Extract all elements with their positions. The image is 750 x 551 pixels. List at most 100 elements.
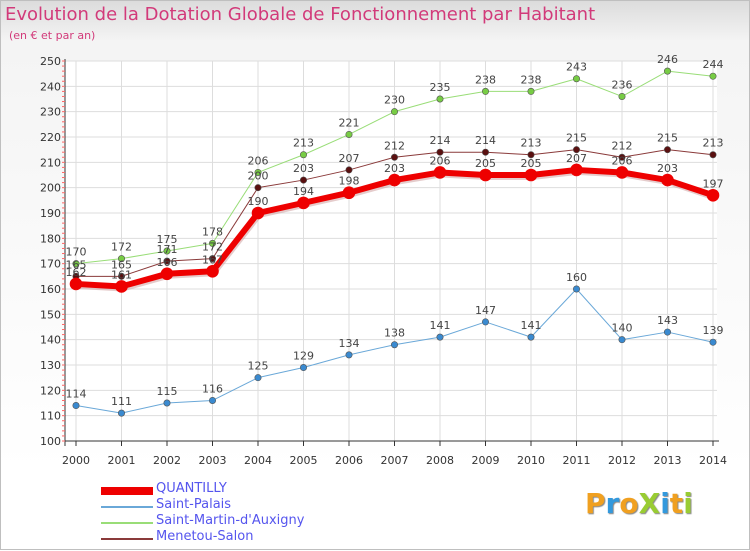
point-saint-palais <box>299 364 307 372</box>
point-quantilly <box>342 186 356 200</box>
x-tick-label: 2006 <box>335 454 363 467</box>
data-label-saint-martin-d-auxigny: 246 <box>657 53 678 66</box>
point-menetou-salon <box>618 153 626 161</box>
point-saint-martin-d-auxigny <box>118 255 126 263</box>
data-label-saint-palais: 111 <box>111 395 132 408</box>
data-label-quantilly: 162 <box>66 266 87 279</box>
y-tick-label: 190 <box>40 207 61 220</box>
data-label-saint-palais: 115 <box>157 385 178 398</box>
x-tick-label: 2013 <box>654 454 682 467</box>
data-label-saint-palais: 125 <box>248 360 269 373</box>
point-menetou-salon <box>481 148 489 156</box>
y-tick-label: 100 <box>40 435 61 448</box>
legend-label: Saint-Martin-d'Auxigny <box>156 513 305 528</box>
y-tick-label: 120 <box>40 384 61 397</box>
point-saint-martin-d-auxigny <box>254 168 262 176</box>
point-quantilly <box>115 280 128 293</box>
data-label-quantilly: 198 <box>339 175 360 188</box>
point-saint-martin-d-auxigny <box>618 92 626 100</box>
x-tick-label: 2009 <box>472 454 500 467</box>
x-tick-label: 2003 <box>199 454 227 467</box>
data-label-menetou-salon: 213 <box>703 137 724 150</box>
x-tick-label: 2002 <box>153 454 181 467</box>
y-tick-label: 210 <box>40 156 61 169</box>
point-menetou-salon <box>572 146 580 154</box>
point-quantilly <box>479 168 492 182</box>
point-menetou-salon <box>345 166 353 174</box>
plot-area <box>65 61 717 441</box>
legend-swatch <box>101 538 153 540</box>
point-quantilly <box>251 206 265 220</box>
data-label-saint-martin-d-auxigny: 238 <box>475 73 496 86</box>
logo-letter: i <box>683 487 693 520</box>
data-label-saint-palais: 116 <box>202 382 223 395</box>
point-quantilly <box>615 166 629 179</box>
x-tick-label: 2012 <box>608 454 636 467</box>
y-tick-label: 220 <box>40 131 61 144</box>
point-quantilly <box>388 173 401 187</box>
point-saint-martin-d-auxigny <box>436 95 444 103</box>
point-menetou-salon <box>254 184 262 192</box>
chart-title: Evolution de la Dotation Globale de Fonc… <box>5 4 596 25</box>
point-saint-palais <box>527 333 535 341</box>
y-tick-label: 130 <box>40 359 61 372</box>
proxiti-logo: ProXiti <box>585 487 693 520</box>
y-tick-label: 110 <box>40 410 61 423</box>
point-quantilly <box>570 163 583 177</box>
x-tick-label: 2000 <box>62 454 90 467</box>
data-label-saint-martin-d-auxigny: 172 <box>111 241 132 254</box>
point-saint-palais <box>72 402 80 410</box>
data-label-saint-martin-d-auxigny: 236 <box>612 78 633 91</box>
data-label-saint-martin-d-auxigny: 221 <box>339 116 360 129</box>
logo-letter: o <box>619 487 639 520</box>
x-tick-label: 2005 <box>290 454 318 467</box>
data-label-quantilly: 166 <box>157 256 178 269</box>
data-label-quantilly: 167 <box>202 253 223 266</box>
point-menetou-salon <box>118 272 126 280</box>
point-saint-palais <box>618 336 626 344</box>
data-label-menetou-salon: 215 <box>657 132 678 145</box>
data-label-menetou-salon: 213 <box>521 137 542 150</box>
x-tick-label: 2007 <box>381 454 409 467</box>
data-label-saint-palais: 129 <box>293 350 314 363</box>
point-saint-martin-d-auxigny <box>663 67 671 75</box>
point-saint-palais <box>209 396 217 404</box>
point-saint-martin-d-auxigny <box>709 72 717 80</box>
data-label-menetou-salon: 200 <box>248 170 269 183</box>
data-label-quantilly: 203 <box>384 162 405 175</box>
x-tick-label: 2011 <box>563 454 591 467</box>
data-label-quantilly: 205 <box>475 157 496 170</box>
x-tick-label: 2004 <box>244 454 272 467</box>
data-label-saint-palais: 139 <box>703 324 724 337</box>
y-tick-label: 230 <box>40 106 61 119</box>
point-saint-martin-d-auxigny <box>345 130 353 138</box>
y-tick-label: 150 <box>40 308 61 321</box>
data-label-saint-martin-d-auxigny: 230 <box>384 94 405 107</box>
data-label-saint-martin-d-auxigny: 235 <box>430 81 451 94</box>
x-tick-label: 2014 <box>699 454 727 467</box>
point-saint-martin-d-auxigny <box>481 87 489 95</box>
point-menetou-salon <box>209 255 217 263</box>
chart-subtitle: (en € et par an) <box>9 29 96 42</box>
point-quantilly <box>433 166 447 179</box>
data-label-menetou-salon: 203 <box>293 162 314 175</box>
point-saint-palais <box>118 409 126 417</box>
point-saint-martin-d-auxigny <box>209 239 217 247</box>
data-label-saint-palais: 141 <box>521 319 542 332</box>
data-label-quantilly: 205 <box>521 157 542 170</box>
point-quantilly <box>661 173 674 187</box>
point-saint-palais <box>663 328 671 336</box>
point-menetou-salon <box>436 148 444 156</box>
point-menetou-salon <box>299 176 307 184</box>
legend-swatch <box>101 506 153 508</box>
point-quantilly <box>297 196 310 210</box>
data-label-menetou-salon: 172 <box>202 241 223 254</box>
point-saint-palais <box>481 318 489 326</box>
point-quantilly <box>206 264 219 278</box>
data-label-menetou-salon: 165 <box>111 258 132 271</box>
y-tick-label: 200 <box>40 182 61 195</box>
point-quantilly <box>524 168 538 182</box>
data-label-saint-martin-d-auxigny: 206 <box>248 154 269 167</box>
data-label-saint-martin-d-auxigny: 178 <box>202 225 223 238</box>
